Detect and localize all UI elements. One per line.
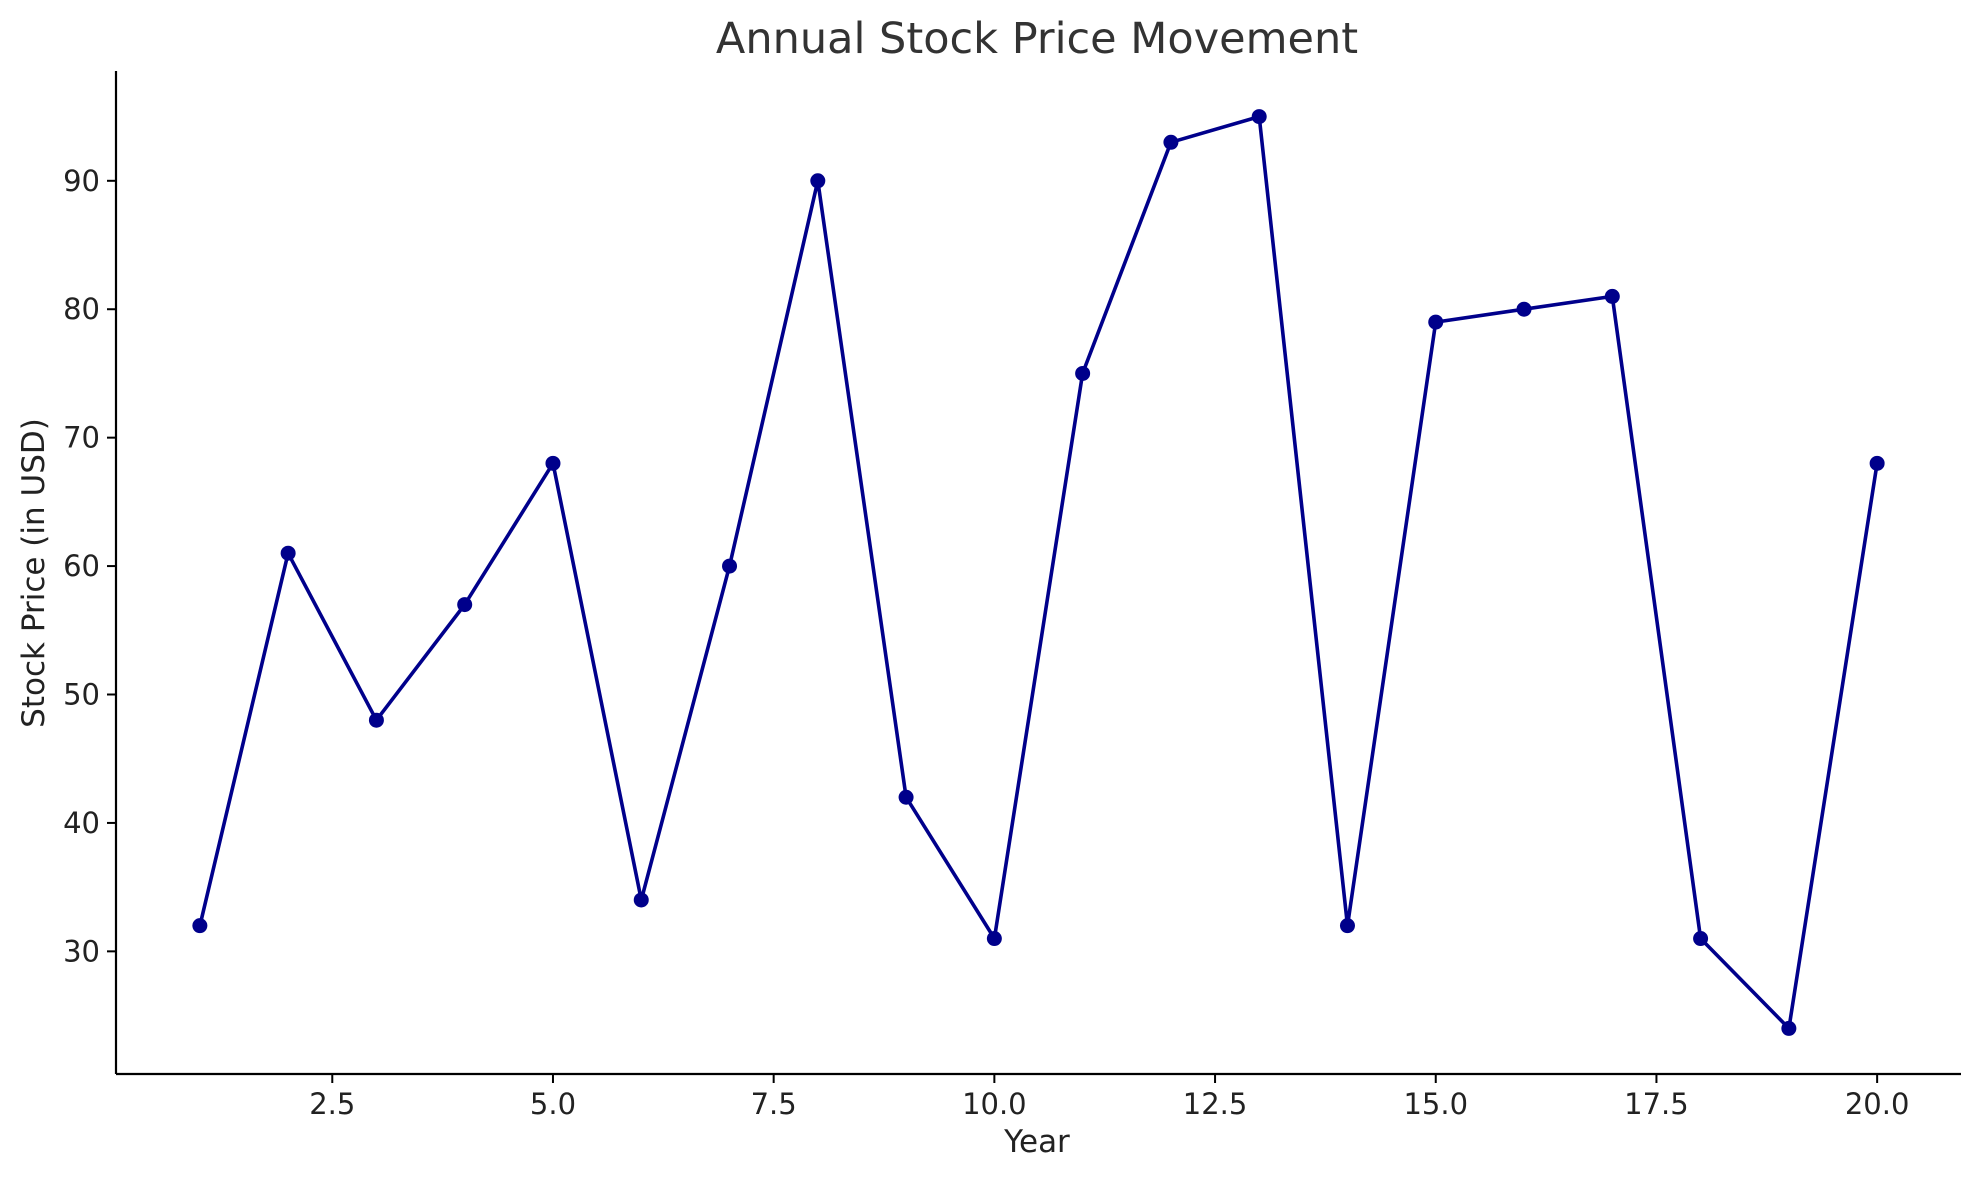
data-point: [898, 789, 914, 805]
y-tick-label: 30: [63, 934, 100, 968]
series-layer: [192, 109, 1885, 1036]
y-tick-label: 50: [63, 678, 100, 712]
x-tick-label: 7.5: [751, 1087, 797, 1121]
y-tick-label: 60: [63, 549, 100, 583]
data-point: [1428, 314, 1444, 330]
x-axis-label: Year: [1003, 1124, 1070, 1160]
data-point: [280, 545, 296, 561]
data-point: [545, 455, 561, 471]
x-axis-ticks: 2.5 5.0 7.5 10.0 12.5 15.0 17.5 20.0: [309, 1074, 1909, 1121]
data-point: [1251, 109, 1267, 125]
y-axis-ticks: 30 40 50 60 70 80 90: [63, 164, 116, 968]
y-tick-label: 40: [63, 806, 100, 840]
y-tick-label: 70: [63, 421, 100, 455]
data-point: [722, 558, 738, 574]
data-point: [368, 712, 384, 728]
y-tick-label: 90: [63, 164, 100, 198]
y-tick-label: 80: [63, 292, 100, 326]
x-tick-label: 12.5: [1183, 1087, 1248, 1121]
series-line: [198, 114, 1879, 1031]
data-point: [1516, 301, 1532, 317]
data-point: [810, 173, 826, 189]
data-point: [1604, 288, 1620, 304]
chart-title: Annual Stock Price Movement: [716, 14, 1358, 64]
y-axis-label: Stock Price (in USD): [16, 418, 52, 728]
x-tick-label: 20.0: [1845, 1087, 1910, 1121]
data-point: [1869, 455, 1885, 471]
x-tick-label: 5.0: [530, 1087, 576, 1121]
data-point: [986, 931, 1002, 947]
data-point: [1781, 1020, 1797, 1036]
data-point: [1163, 134, 1179, 150]
x-tick-label: 17.5: [1624, 1087, 1689, 1121]
data-point: [1339, 918, 1355, 934]
data-point: [457, 597, 473, 613]
data-point: [192, 918, 208, 934]
data-point: [633, 892, 649, 908]
x-tick-label: 10.0: [962, 1087, 1027, 1121]
x-tick-label: 2.5: [309, 1087, 355, 1121]
data-point: [1075, 365, 1091, 381]
x-tick-label: 15.0: [1403, 1087, 1468, 1121]
data-point: [1693, 931, 1709, 947]
